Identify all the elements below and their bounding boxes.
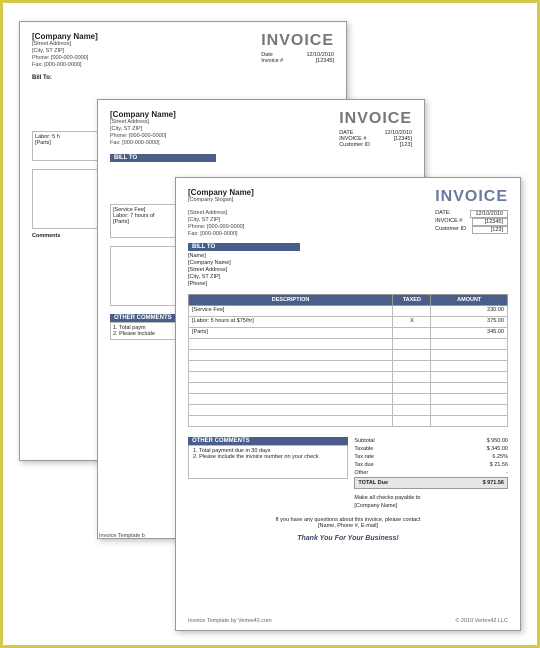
cell-desc [189, 404, 393, 415]
cell-taxed [393, 349, 431, 360]
invoice-title: INVOICE [339, 110, 412, 128]
payable-name: [Company Name] [354, 502, 508, 510]
cell-amount [431, 360, 508, 371]
addr2: [City, ST ZIP] [32, 48, 98, 55]
cell-desc [189, 360, 393, 371]
cell-taxed [393, 404, 431, 415]
phone: Phone: [000-000-0000] [32, 55, 98, 62]
cell-desc: [Labor: 5 hours at $75/hr] [189, 316, 393, 327]
company-slogan: [Company Slogan] [188, 197, 254, 204]
totals-block: Subtotal$ 950.00 Taxable$ 345.00 Tax rat… [354, 437, 508, 511]
invoice-title: INVOICE [261, 32, 334, 50]
cell-taxed [393, 338, 431, 349]
cell-desc [189, 349, 393, 360]
tax-due: 21.56 [494, 462, 508, 468]
cell-amount [431, 338, 508, 349]
company-name: [Company Name] [110, 110, 176, 119]
cell-desc: [Parts] [189, 327, 393, 338]
subtotal: 950.00 [491, 438, 508, 444]
cell-amount [431, 404, 508, 415]
col-amount: AMOUNT [431, 294, 508, 305]
fax: Fax: [000-000-0000] [32, 62, 98, 69]
cell-taxed [393, 393, 431, 404]
thank-you: Thank You For Your Business! [188, 535, 508, 542]
cell-taxed [393, 382, 431, 393]
col-description: DESCRIPTION [189, 294, 393, 305]
cell-desc [189, 338, 393, 349]
footer-cut: Invoice Template b [99, 533, 145, 539]
table-row [189, 415, 508, 426]
line-items-table: DESCRIPTION TAXED AMOUNT [Service Fee] 23… [188, 294, 508, 427]
company-name: [Company Name] [32, 32, 98, 41]
invoice-title: INVOICE [435, 188, 508, 206]
cell-desc: [Service Fee] [189, 305, 393, 316]
table-row [189, 382, 508, 393]
comment-2: 2. Please include the invoice number on … [193, 454, 343, 460]
cell-amount [431, 393, 508, 404]
col-taxed: TAXED [393, 294, 431, 305]
cell-amount: 345.00 [431, 327, 508, 338]
cell-desc [189, 393, 393, 404]
bill-name: [Name] [188, 253, 508, 260]
cell-taxed [393, 305, 431, 316]
other-comments-bar: OTHER COMMENTS [188, 437, 348, 445]
addr1: [Street Address] [32, 41, 98, 48]
bill-addr2: [City, ST ZIP] [188, 274, 508, 281]
cell-amount [431, 371, 508, 382]
table-row [189, 371, 508, 382]
cell-taxed [393, 327, 431, 338]
cell-desc [189, 382, 393, 393]
table-row [189, 338, 508, 349]
table-row: [Labor: 5 hours at $75/hr]X375.00 [189, 316, 508, 327]
invoice-number: [12345] [472, 218, 508, 226]
footer-right: © 2010 Vertex42 LLC [455, 618, 508, 624]
footer-left: Invoice Template by Vertex42.com [188, 618, 272, 624]
cell-amount: 375.00 [431, 316, 508, 327]
bill-addr1: [Street Address] [188, 267, 508, 274]
payable-line: Make all checks payable to [354, 494, 508, 502]
cell-taxed [393, 415, 431, 426]
cell-amount [431, 382, 508, 393]
table-row [189, 393, 508, 404]
cell-taxed [393, 360, 431, 371]
taxable: 345.00 [491, 446, 508, 452]
table-row [189, 349, 508, 360]
total-due: 971.56 [487, 480, 504, 486]
invoice-page-front: [Company Name] [Company Slogan] [Street … [175, 177, 521, 631]
table-row: [Service Fee] 230.00 [189, 305, 508, 316]
cell-amount: 230.00 [431, 305, 508, 316]
customer-id: [123] [472, 226, 508, 234]
company-name: [Company Name] [188, 188, 254, 197]
table-row: [Parts] 345.00 [189, 327, 508, 338]
other-amount: - [506, 470, 508, 476]
bill-company: [Company Name] [188, 260, 508, 267]
table-row [189, 404, 508, 415]
bill-phone: [Phone] [188, 281, 508, 288]
cell-amount [431, 349, 508, 360]
table-row [189, 360, 508, 371]
cell-taxed [393, 371, 431, 382]
bill-to-bar: BILL TO [188, 243, 300, 251]
cell-taxed: X [393, 316, 431, 327]
contact-fields: [Name, Phone #, E-mail] [188, 523, 508, 529]
cell-amount [431, 415, 508, 426]
cell-desc [189, 415, 393, 426]
cell-desc [189, 371, 393, 382]
date-value: 12/10/2010 [470, 210, 508, 218]
tax-rate: 6.25% [492, 454, 508, 460]
